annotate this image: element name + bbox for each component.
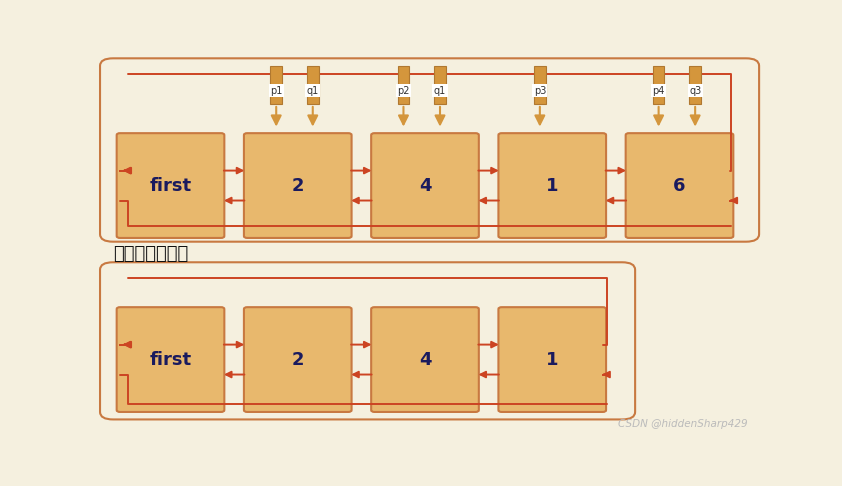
FancyBboxPatch shape	[371, 307, 479, 412]
FancyBboxPatch shape	[498, 307, 606, 412]
Text: 2: 2	[291, 176, 304, 194]
Text: 1: 1	[546, 350, 558, 368]
Text: 4: 4	[418, 176, 431, 194]
Text: q3: q3	[689, 86, 701, 96]
FancyBboxPatch shape	[371, 133, 479, 238]
FancyBboxPatch shape	[434, 66, 446, 104]
FancyBboxPatch shape	[117, 133, 224, 238]
Text: p1: p1	[270, 86, 282, 96]
FancyBboxPatch shape	[397, 66, 409, 104]
Text: p3: p3	[534, 86, 546, 96]
Text: q1: q1	[434, 86, 446, 96]
FancyBboxPatch shape	[534, 66, 546, 104]
Text: q1: q1	[306, 86, 319, 96]
FancyBboxPatch shape	[117, 307, 224, 412]
Text: p2: p2	[397, 86, 410, 96]
Text: p4: p4	[653, 86, 665, 96]
FancyBboxPatch shape	[100, 58, 759, 242]
Text: first: first	[149, 350, 192, 368]
FancyBboxPatch shape	[626, 133, 733, 238]
Text: CSDN @hiddenSharp429: CSDN @hiddenSharp429	[618, 419, 748, 429]
FancyBboxPatch shape	[690, 66, 701, 104]
FancyBboxPatch shape	[100, 262, 635, 419]
FancyBboxPatch shape	[653, 66, 664, 104]
Text: 1: 1	[546, 176, 558, 194]
Text: 6: 6	[674, 176, 685, 194]
FancyBboxPatch shape	[498, 133, 606, 238]
FancyBboxPatch shape	[270, 66, 282, 104]
Text: 经过上述步骤后: 经过上述步骤后	[113, 245, 189, 263]
FancyBboxPatch shape	[244, 133, 352, 238]
FancyBboxPatch shape	[306, 66, 318, 104]
Text: 2: 2	[291, 350, 304, 368]
Text: first: first	[149, 176, 192, 194]
FancyBboxPatch shape	[244, 307, 352, 412]
Text: 4: 4	[418, 350, 431, 368]
